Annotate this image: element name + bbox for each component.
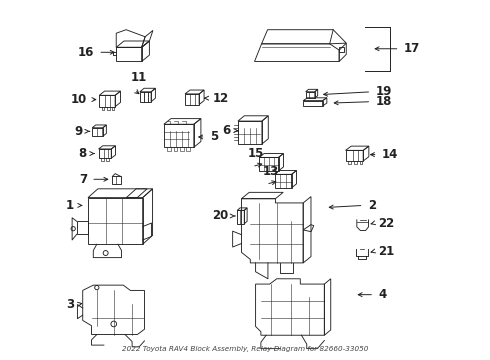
Text: 13: 13 <box>262 165 278 178</box>
Text: 15: 15 <box>248 147 265 160</box>
Text: 16: 16 <box>77 46 94 59</box>
Text: 11: 11 <box>130 71 147 84</box>
Text: 3: 3 <box>66 298 74 311</box>
Text: 1: 1 <box>66 199 74 212</box>
Text: 5: 5 <box>210 130 218 143</box>
Text: 8: 8 <box>79 147 87 160</box>
Text: 2022 Toyota RAV4 Block Assembly, Relay Diagram for 82660-33050: 2022 Toyota RAV4 Block Assembly, Relay D… <box>122 346 368 352</box>
Text: 14: 14 <box>382 148 398 161</box>
Text: 9: 9 <box>74 125 83 138</box>
Text: 2: 2 <box>368 199 376 212</box>
Text: 6: 6 <box>222 124 230 137</box>
Text: 21: 21 <box>378 245 394 258</box>
Text: 17: 17 <box>404 42 420 55</box>
Text: 7: 7 <box>79 173 87 186</box>
Text: 22: 22 <box>378 217 394 230</box>
Text: 4: 4 <box>378 288 387 301</box>
Text: 10: 10 <box>71 93 87 106</box>
Text: 19: 19 <box>375 85 392 98</box>
Text: 20: 20 <box>212 210 228 222</box>
Text: 18: 18 <box>375 95 392 108</box>
Text: 12: 12 <box>213 92 229 105</box>
